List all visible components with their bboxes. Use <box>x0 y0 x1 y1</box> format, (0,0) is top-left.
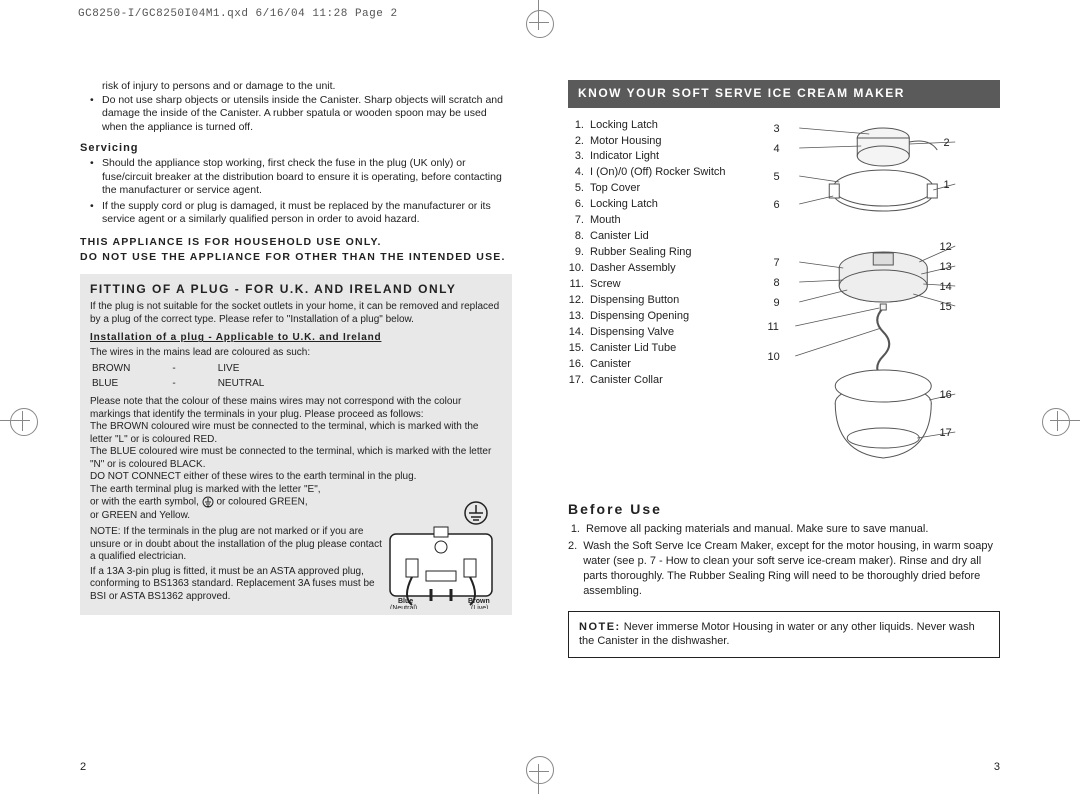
page-spread: risk of injury to persons and or damage … <box>60 40 1020 774</box>
parts-item: 9.Rubber Sealing Ring <box>568 245 726 261</box>
crop-mark-right <box>1050 420 1080 432</box>
page-number-3: 3 <box>994 760 1000 774</box>
crop-mark-left <box>0 420 30 432</box>
servicing-bullets: Should the appliance stop working, first… <box>80 157 512 227</box>
print-header: GC8250-I/GC8250I04M1.qxd 6/16/04 11:28 P… <box>78 8 398 20</box>
box-p3: The BROWN coloured wire must be connecte… <box>90 421 502 446</box>
diagram-callout: 12 <box>940 240 952 254</box>
box-subheading: Installation of a plug - Applicable to U… <box>90 332 502 345</box>
parts-list: 1.Locking Latch2.Motor Housing3.Indicato… <box>568 118 726 483</box>
parts-item: 2.Motor Housing <box>568 134 726 150</box>
diagram-callout: 11 <box>768 320 779 334</box>
box-p1: If the plug is not suitable for the sock… <box>90 301 502 326</box>
diagram-callout: 6 <box>774 198 780 212</box>
household-line-1: THIS APPLIANCE IS FOR HOUSEHOLD USE ONLY… <box>80 235 512 250</box>
plug-diagram: Blue (Neutral) Brown (Live) <box>376 499 506 609</box>
svg-text:Blue: Blue <box>398 598 413 605</box>
parts-item: 3.Indicator Light <box>568 149 726 165</box>
box-p5: DO NOT CONNECT either of these wires to … <box>90 471 502 484</box>
household-line-2: DO NOT USE THE APPLIANCE FOR OTHER THAN … <box>80 250 512 265</box>
diagram-callout: 8 <box>774 276 780 290</box>
diagram-callout: 9 <box>774 296 780 310</box>
intro-bullet-1: Do not use sharp objects or utensils ins… <box>90 94 512 135</box>
diagram-callout: 17 <box>940 426 952 440</box>
note-text: Never immerse Motor Housing in water or … <box>579 621 975 648</box>
intro-bullets: Do not use sharp objects or utensils ins… <box>80 94 512 135</box>
page-number-2: 2 <box>80 760 86 774</box>
diagram-callout: 3 <box>774 122 780 136</box>
earth-icon <box>202 496 214 508</box>
parts-item: 10.Dasher Assembly <box>568 261 726 277</box>
svg-text:Brown: Brown <box>468 598 490 605</box>
box-p8: If a 13A 3-pin plug is fitted, it must b… <box>90 566 390 604</box>
parts-item: 12.Dispensing Button <box>568 293 726 309</box>
page-2: risk of injury to persons and or damage … <box>60 40 540 774</box>
parts-item: 8.Canister Lid <box>568 229 726 245</box>
intro-line: risk of injury to persons and or damage … <box>80 80 512 94</box>
parts-item: 16.Canister <box>568 357 726 373</box>
plug-fitting-box: FITTING OF A PLUG - FOR U.K. AND IRELAND… <box>80 274 512 615</box>
parts-item: 1.Locking Latch <box>568 118 726 134</box>
servicing-heading: Servicing <box>80 141 512 155</box>
diagram-callout: 1 <box>944 178 950 192</box>
diagram-callout: 2 <box>944 136 950 150</box>
page-3: KNOW YOUR SOFT SERVE ICE CREAM MAKER 1.L… <box>540 40 1020 774</box>
svg-text:(Live): (Live) <box>471 605 489 609</box>
parts-item: 4.I (On)/0 (Off) Rocker Switch <box>568 165 726 181</box>
box-p6a: The earth terminal plug is marked with t… <box>90 484 390 497</box>
note-box: NOTE: Never immerse Motor Housing in wat… <box>568 611 1000 659</box>
box-title: FITTING OF A PLUG - FOR U.K. AND IRELAND… <box>90 282 502 297</box>
wires-intro: The wires in the mains lead are coloured… <box>90 347 502 360</box>
diagram-callout: 14 <box>940 280 952 294</box>
parts-item: 15.Canister Lid Tube <box>568 341 726 357</box>
diagram-callout: 5 <box>774 170 780 184</box>
exploded-diagram: 3 4 5 6 7 8 9 11 10 2 1 12 13 14 15 16 17 <box>726 118 1001 483</box>
diagram-callout: 15 <box>940 300 952 314</box>
parts-item: 6.Locking Latch <box>568 197 726 213</box>
servicing-bullet-2: If the supply cord or plug is damaged, i… <box>90 200 512 227</box>
diagram-callout: 16 <box>940 388 952 402</box>
note-label: NOTE: <box>579 621 621 633</box>
household-notice: THIS APPLIANCE IS FOR HOUSEHOLD USE ONLY… <box>80 235 512 264</box>
svg-text:(Neutral): (Neutral) <box>390 605 417 609</box>
box-p6d: or GREEN and Yellow. <box>90 510 390 523</box>
wire-table: BROWN-LIVE BLUE-NEUTRAL <box>90 361 306 392</box>
wire-brown: BROWN <box>92 363 170 376</box>
parts-item: 7.Mouth <box>568 213 726 229</box>
box-p6-line: or with the earth symbol, or coloured GR… <box>90 496 390 509</box>
before-use-item: 2.Wash the Soft Serve Ice Cream Maker, e… <box>568 539 1000 598</box>
diagram-callout: 4 <box>774 142 780 156</box>
parts-item: 13.Dispensing Opening <box>568 309 726 325</box>
know-your-bar: KNOW YOUR SOFT SERVE ICE CREAM MAKER <box>568 80 1000 108</box>
parts-item: 11.Screw <box>568 277 726 293</box>
diagram-callout: 13 <box>940 260 952 274</box>
before-use-item: 1.Remove all packing materials and manua… <box>568 522 1000 537</box>
box-p4: The BLUE coloured wire must be connected… <box>90 446 502 471</box>
parts-wrapper: 1.Locking Latch2.Motor Housing3.Indicato… <box>568 118 1000 483</box>
parts-item: 17.Canister Collar <box>568 373 726 389</box>
wire-blue: BLUE <box>92 378 170 391</box>
servicing-bullet-1: Should the appliance stop working, first… <box>90 157 512 198</box>
diagram-callout: 7 <box>774 256 780 270</box>
parts-item: 5.Top Cover <box>568 181 726 197</box>
before-use-heading: Before Use <box>568 500 1000 518</box>
crop-mark-top <box>538 0 550 30</box>
box-p7: NOTE: If the terminals in the plug are n… <box>90 526 390 564</box>
diagram-callout: 10 <box>768 350 780 364</box>
before-use-list: 1.Remove all packing materials and manua… <box>568 522 1000 598</box>
parts-item: 14.Dispensing Valve <box>568 325 726 341</box>
box-p2: Please note that the colour of these mai… <box>90 396 502 421</box>
